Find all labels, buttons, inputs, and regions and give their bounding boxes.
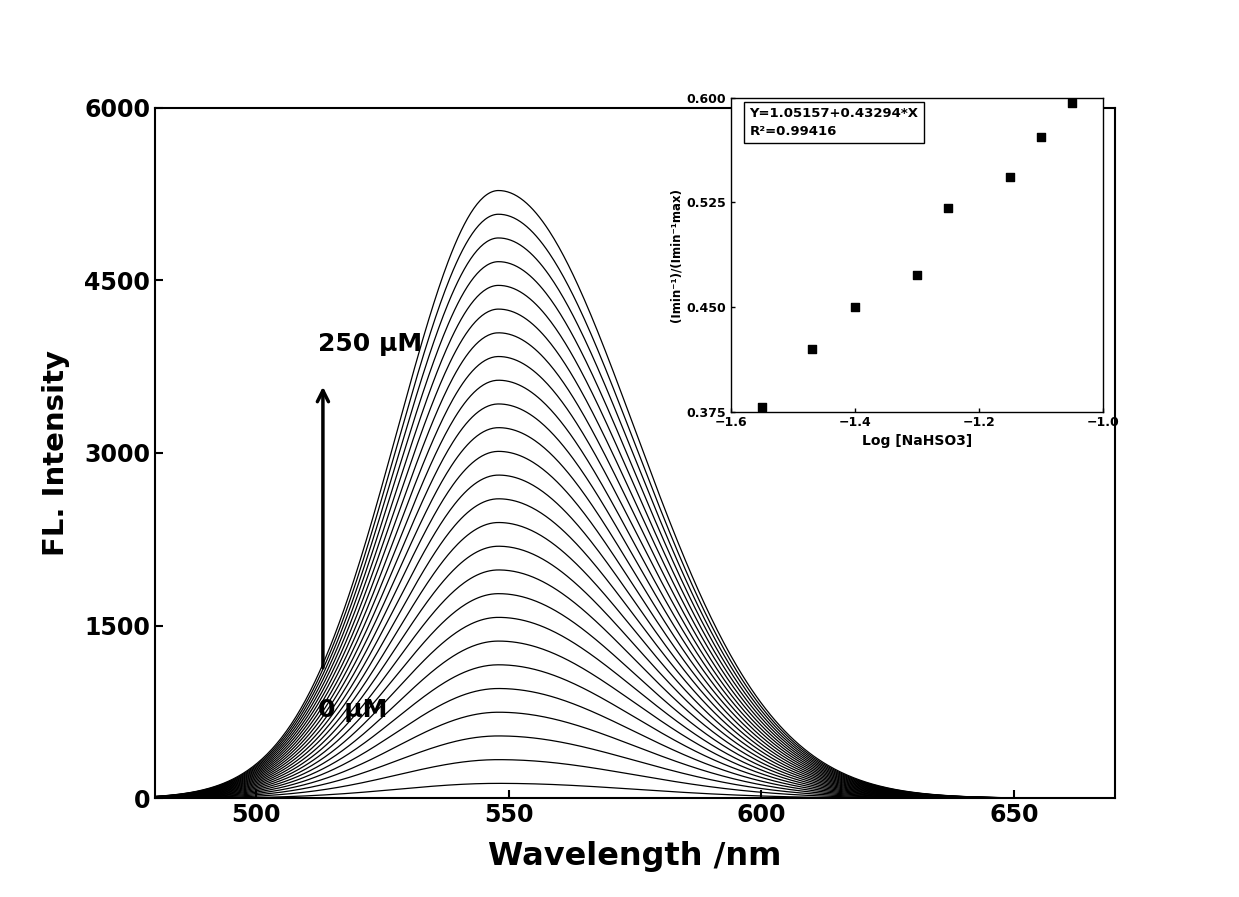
Point: [802, 342, 821, 356]
Point: [1031, 129, 1051, 144]
Text: 0 μM: 0 μM: [318, 698, 388, 722]
Point: [938, 201, 958, 215]
Y-axis label: FL. Intensity: FL. Intensity: [42, 350, 71, 556]
Text: Y=1.05157+0.43294*X
R²=0.99416: Y=1.05157+0.43294*X R²=0.99416: [750, 107, 918, 138]
Point: [752, 400, 772, 414]
Point: [1062, 96, 1082, 110]
Point: [845, 300, 865, 314]
X-axis label: Wavelength /nm: Wavelength /nm: [488, 841, 782, 872]
Point: [907, 267, 927, 282]
Y-axis label: (Imin⁻¹)/(Imin⁻¹max): (Imin⁻¹)/(Imin⁻¹max): [669, 187, 683, 321]
X-axis label: Log [NaHSO3]: Log [NaHSO3]: [862, 433, 971, 448]
Text: 250 μM: 250 μM: [318, 332, 422, 356]
Point: [1000, 170, 1020, 184]
